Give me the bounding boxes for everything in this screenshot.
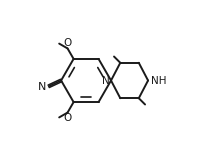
Text: O: O (63, 38, 72, 48)
Text: NH: NH (151, 76, 166, 85)
Text: O: O (63, 113, 72, 123)
Text: N: N (103, 76, 110, 85)
Text: N: N (38, 82, 47, 92)
